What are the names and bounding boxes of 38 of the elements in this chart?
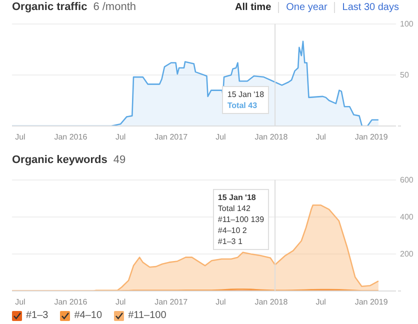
x-tick-label: Jul bbox=[216, 132, 226, 142]
x-tick-label: Jul bbox=[15, 298, 26, 307]
x-tick-label: Jan 2018 bbox=[254, 298, 288, 307]
annotation: #11–100 139 bbox=[218, 214, 264, 225]
y-tick-label: 200 bbox=[400, 250, 414, 258]
x-tick-label: Jan 2019 bbox=[354, 132, 388, 142]
chart-title: Organic keywords bbox=[12, 154, 108, 166]
y-tick-label: 400 bbox=[400, 212, 414, 222]
annotation: 15 Jan '18 bbox=[227, 89, 264, 100]
annotation: 15 Jan '18 bbox=[218, 192, 257, 203]
x-tick-label: Jan 2017 bbox=[154, 132, 188, 142]
y-tick-label: 100 bbox=[400, 20, 414, 28]
y-tick-label: 50 bbox=[400, 70, 410, 80]
chart-title: Organic traffic bbox=[12, 1, 88, 13]
x-tick-label: Jan 2016 bbox=[54, 298, 88, 307]
x-tick-label: Jul bbox=[116, 132, 126, 142]
annotation: #4–10 2 bbox=[218, 225, 248, 236]
chart-subtitle: 49 bbox=[113, 154, 126, 166]
x-tick-label: Jan 2019 bbox=[354, 298, 388, 307]
x-tick-label: Jan 2018 bbox=[254, 132, 288, 142]
y-tick-label: 600 bbox=[400, 176, 414, 184]
x-tick-label: Jul bbox=[15, 132, 26, 142]
text: One year bbox=[278, 2, 334, 12]
legend-label: #1–3 bbox=[26, 310, 48, 321]
annotation: Total 142 bbox=[218, 203, 252, 214]
x-tick-label: Jul bbox=[316, 298, 326, 307]
x-tick-label: Jul bbox=[116, 298, 126, 307]
legend-label: #4–10 bbox=[74, 310, 102, 321]
legend-label: #11–100 bbox=[128, 310, 166, 321]
text: Last 30 days bbox=[334, 2, 406, 12]
annotation: Total 43 bbox=[227, 100, 258, 111]
x-tick-label: Jan 2016 bbox=[54, 132, 88, 142]
annotation: #1–3 1 bbox=[218, 236, 244, 247]
chart-subtitle: 6 /month bbox=[93, 1, 136, 13]
x-tick-label: Jul bbox=[316, 132, 326, 142]
x-tick-label: Jan 2017 bbox=[154, 298, 188, 307]
text: All time bbox=[234, 2, 272, 12]
x-tick-label: Jul bbox=[216, 298, 226, 307]
